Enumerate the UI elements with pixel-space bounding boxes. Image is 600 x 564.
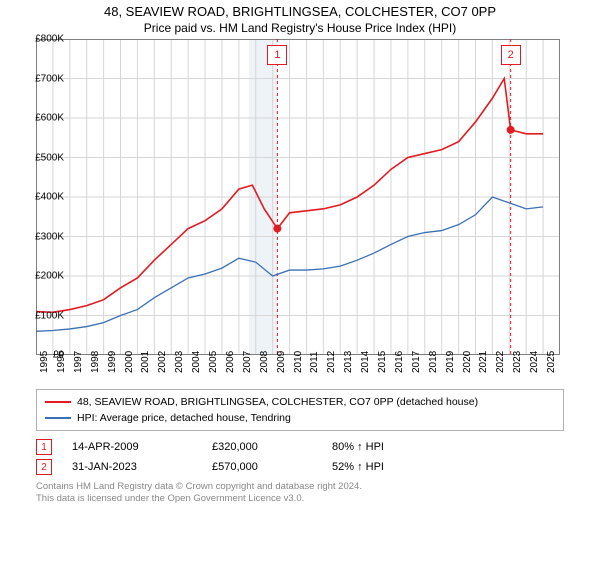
sales-table: 1 14-APR-2009 £320,000 80% ↑ HPI 2 31-JAN-202…: [36, 437, 564, 477]
legend-row: HPI: Average price, detached house, Tend…: [45, 410, 555, 426]
page-subtitle: Price paid vs. HM Land Registry's House …: [0, 21, 600, 35]
sale-date: 31-JAN-2023: [72, 461, 192, 473]
y-tick-label: £800K: [35, 34, 64, 45]
sale-badge: 2: [36, 459, 52, 475]
legend-swatch: [45, 417, 71, 419]
page-title: 48, SEAVIEW ROAD, BRIGHTLINGSEA, COLCHES…: [0, 4, 600, 19]
footer: Contains HM Land Registry data © Crown c…: [36, 481, 564, 505]
sale-date: 14-APR-2009: [72, 441, 192, 453]
footer-line2: This data is licensed under the Open Gov…: [36, 493, 564, 505]
chart-svg: [36, 39, 560, 355]
y-tick-label: £700K: [35, 73, 64, 84]
y-tick-label: £200K: [35, 271, 64, 282]
y-tick-label: £600K: [35, 113, 64, 124]
sales-row: 1 14-APR-2009 £320,000 80% ↑ HPI: [36, 437, 564, 457]
sale-vs-hpi: 52% ↑ HPI: [332, 461, 384, 473]
sale-price: £320,000: [212, 441, 312, 453]
legend-swatch: [45, 401, 71, 403]
legend: 48, SEAVIEW ROAD, BRIGHTLINGSEA, COLCHES…: [36, 389, 564, 431]
y-tick-label: £300K: [35, 231, 64, 242]
chart: £0£100K£200K£300K£400K£500K£600K£700K£80…: [36, 39, 596, 379]
y-tick-label: £400K: [35, 192, 64, 203]
legend-label: HPI: Average price, detached house, Tend…: [77, 410, 291, 426]
footer-line1: Contains HM Land Registry data © Crown c…: [36, 481, 564, 493]
legend-row: 48, SEAVIEW ROAD, BRIGHTLINGSEA, COLCHES…: [45, 394, 555, 410]
sales-row: 2 31-JAN-2023 £570,000 52% ↑ HPI: [36, 457, 564, 477]
sale-vs-hpi: 80% ↑ HPI: [332, 441, 384, 453]
y-tick-label: £500K: [35, 152, 64, 163]
sale-badge: 1: [36, 439, 52, 455]
legend-label: 48, SEAVIEW ROAD, BRIGHTLINGSEA, COLCHES…: [77, 394, 478, 410]
sale-marker-badge: 2: [501, 45, 521, 65]
sale-marker-badge: 1: [267, 45, 287, 65]
y-tick-label: £100K: [35, 310, 64, 321]
x-tick-label: 2025: [546, 351, 570, 373]
sale-price: £570,000: [212, 461, 312, 473]
